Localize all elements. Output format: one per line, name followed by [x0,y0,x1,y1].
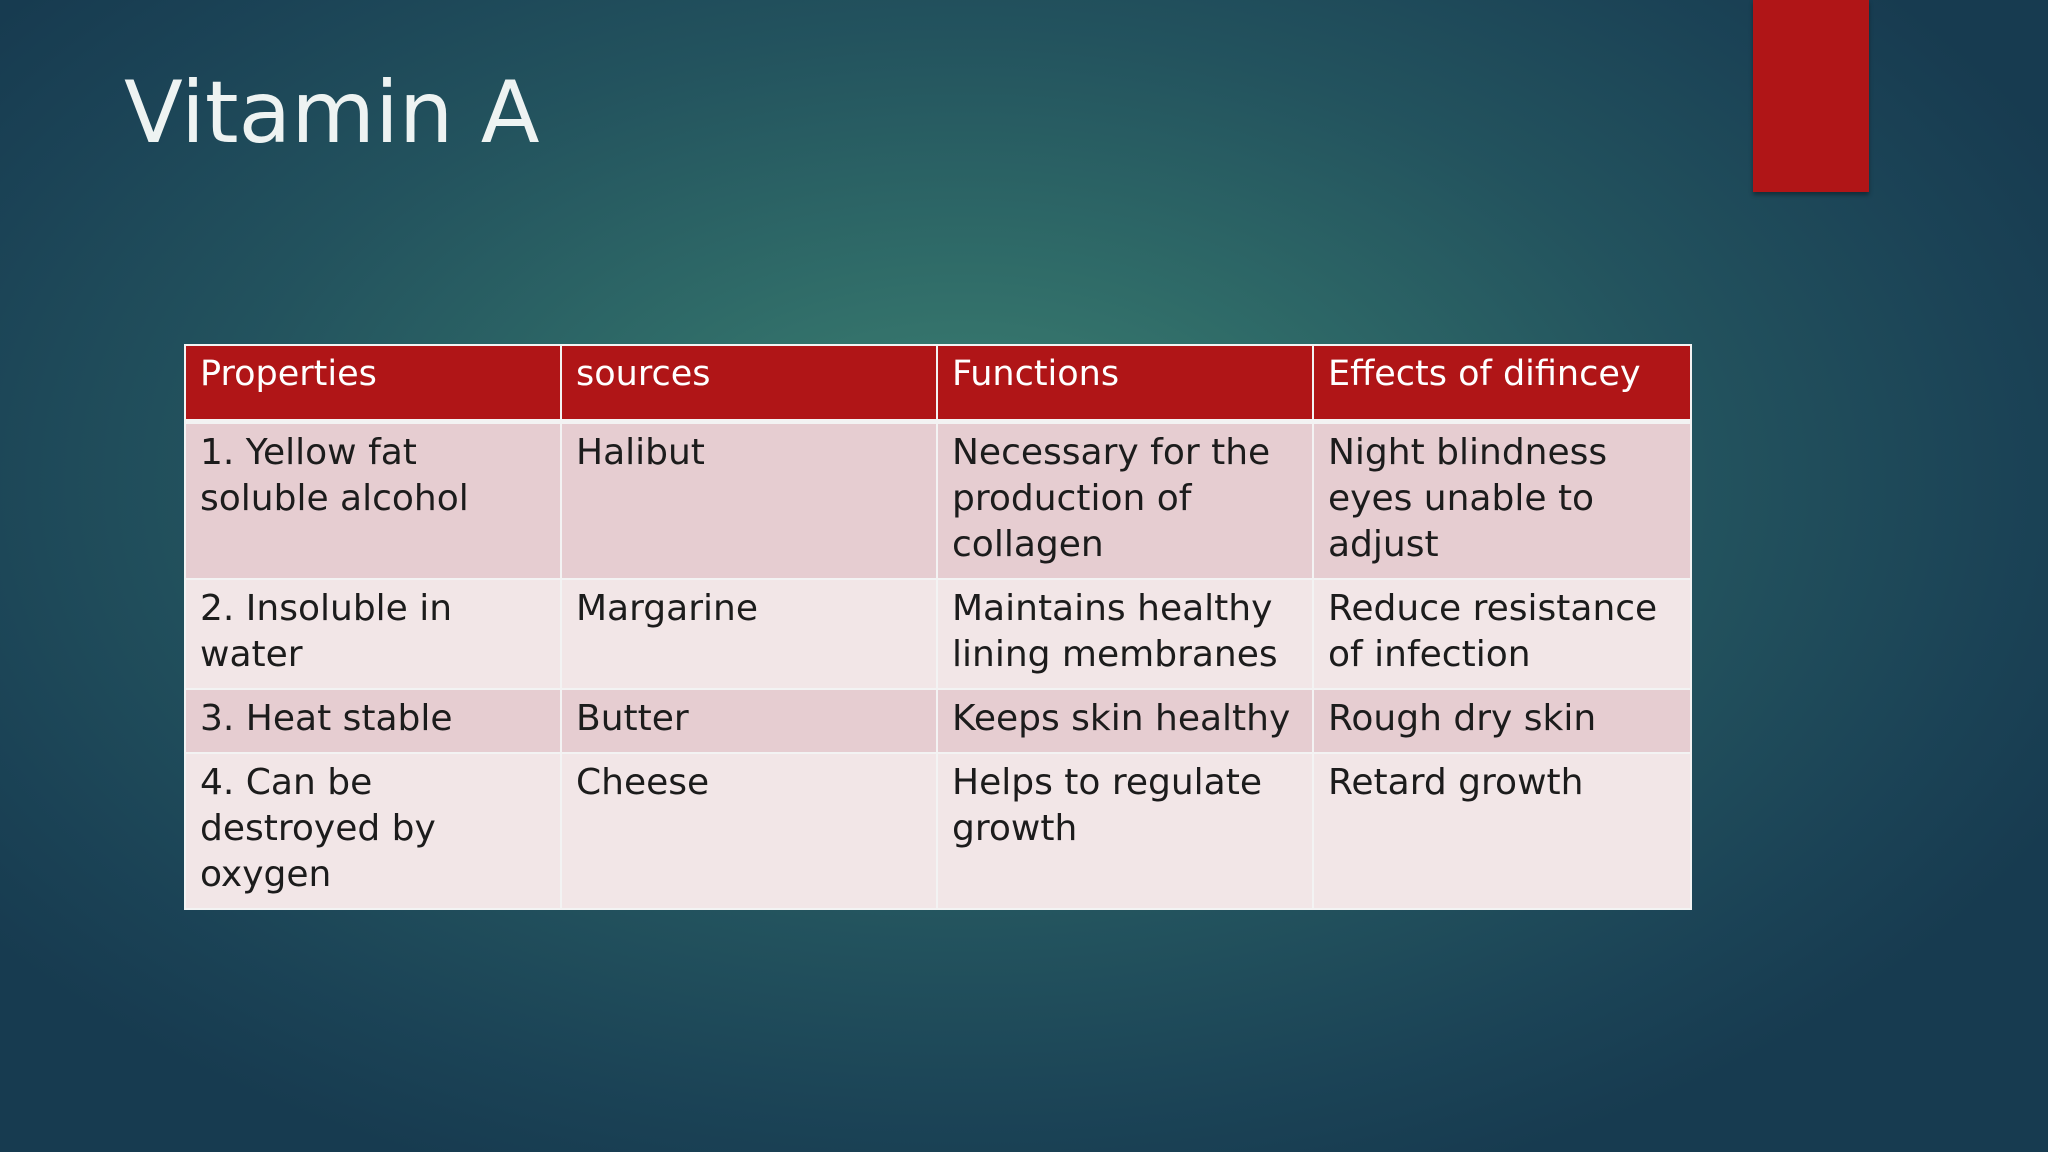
table-row: 4. Can be destroyed by oxygen Cheese Hel… [184,751,1692,910]
slide-title: Vitamin A [124,63,540,163]
accent-bar [1753,0,1869,192]
table-row: 1. Yellow fat soluble alcohol Halibut Ne… [184,420,1692,580]
table-row: 3. Heat stable Butter Keeps skin healthy… [184,687,1692,754]
table-cell-function: Necessary for the production of collagen [936,420,1314,580]
table-cell-source: Cheese [560,751,938,910]
table-cell-property: 1. Yellow fat soluble alcohol [184,420,562,580]
table-cell-effect: Night blindness eyes unable to adjust [1312,420,1692,580]
table-cell-function: Keeps skin healthy [936,687,1314,754]
header-sources: sources [560,344,938,424]
header-properties: Properties [184,344,562,424]
table-cell-source: Butter [560,687,938,754]
table-cell-property: 2. Insoluble in water [184,577,562,690]
table-cell-effect: Rough dry skin [1312,687,1692,754]
table-header-row: Properties sources Functions Effects of … [184,344,1692,424]
table-row: 2. Insoluble in water Margarine Maintain… [184,577,1692,690]
header-functions: Functions [936,344,1314,424]
table-cell-property: 3. Heat stable [184,687,562,754]
table-cell-effect: Retard growth [1312,751,1692,910]
vitamin-a-table: Properties sources Functions Effects of … [184,344,1692,910]
header-effects-of-deficiency: Effects of difincey [1312,344,1692,424]
table-cell-function: Maintains healthy lining membranes [936,577,1314,690]
table-cell-effect: Reduce resistance of infection [1312,577,1692,690]
table-cell-source: Halibut [560,420,938,580]
table-cell-function: Helps to regulate growth [936,751,1314,910]
table-cell-property: 4. Can be destroyed by oxygen [184,751,562,910]
table-cell-source: Margarine [560,577,938,690]
